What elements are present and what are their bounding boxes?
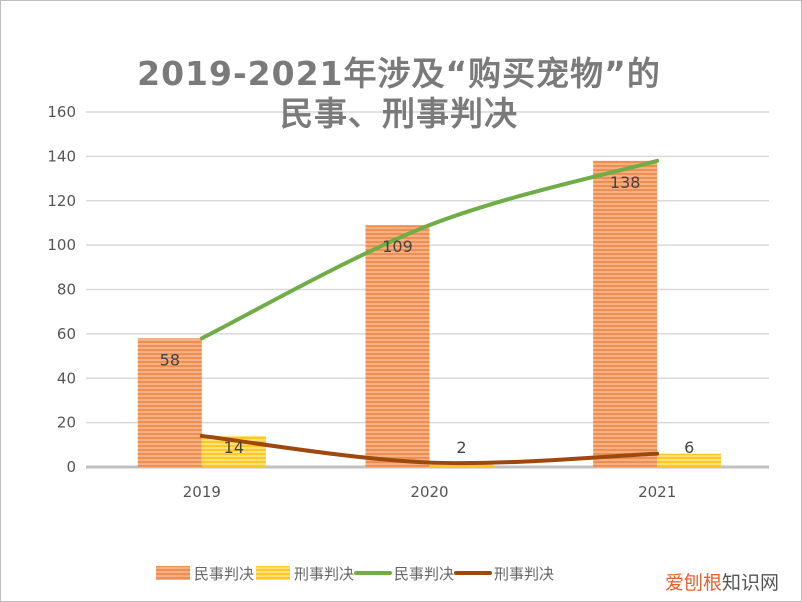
data-label: 58 xyxy=(160,350,180,369)
legend-label: 刑事判决 xyxy=(494,565,554,583)
data-label: 2 xyxy=(456,438,466,457)
data-label: 14 xyxy=(224,438,244,457)
series-line xyxy=(199,158,660,341)
x-tick-label: 2021 xyxy=(638,483,676,501)
bar xyxy=(593,160,658,467)
data-label: 6 xyxy=(684,438,694,457)
y-tick-label: 60 xyxy=(57,325,76,343)
bar xyxy=(365,225,430,467)
y-tick-label: 0 xyxy=(66,458,76,476)
bar xyxy=(657,453,722,467)
x-tick-label: 2020 xyxy=(410,483,448,501)
data-label: 138 xyxy=(610,173,641,192)
y-tick-label: 20 xyxy=(57,414,76,432)
watermark-part2: 知识网 xyxy=(721,572,779,594)
bar xyxy=(137,338,202,467)
y-tick-label: 40 xyxy=(57,369,76,387)
x-tick-label: 2019 xyxy=(183,483,221,501)
data-label: 109 xyxy=(382,237,413,256)
chart-title-line-1: 2019-2021年涉及“购买宠物”的 xyxy=(137,54,661,93)
y-tick-label: 80 xyxy=(57,281,76,299)
series-line xyxy=(199,433,660,466)
watermark-part1: 爱刨根 xyxy=(664,572,722,594)
legend-label: 民事判决 xyxy=(394,565,454,583)
y-tick-label: 100 xyxy=(47,236,76,254)
chart-title-line-2: 民事、刑事判决 xyxy=(280,94,518,133)
y-tick-label: 160 xyxy=(47,103,76,121)
legend-swatch xyxy=(256,566,290,580)
legend-label: 民事判决 xyxy=(194,565,254,583)
y-tick-label: 140 xyxy=(47,147,76,165)
watermark: 爱刨根知识网 xyxy=(665,568,779,595)
legend-swatch xyxy=(156,566,190,580)
legend-label: 刑事判决 xyxy=(294,565,354,583)
y-tick-label: 120 xyxy=(47,192,76,210)
